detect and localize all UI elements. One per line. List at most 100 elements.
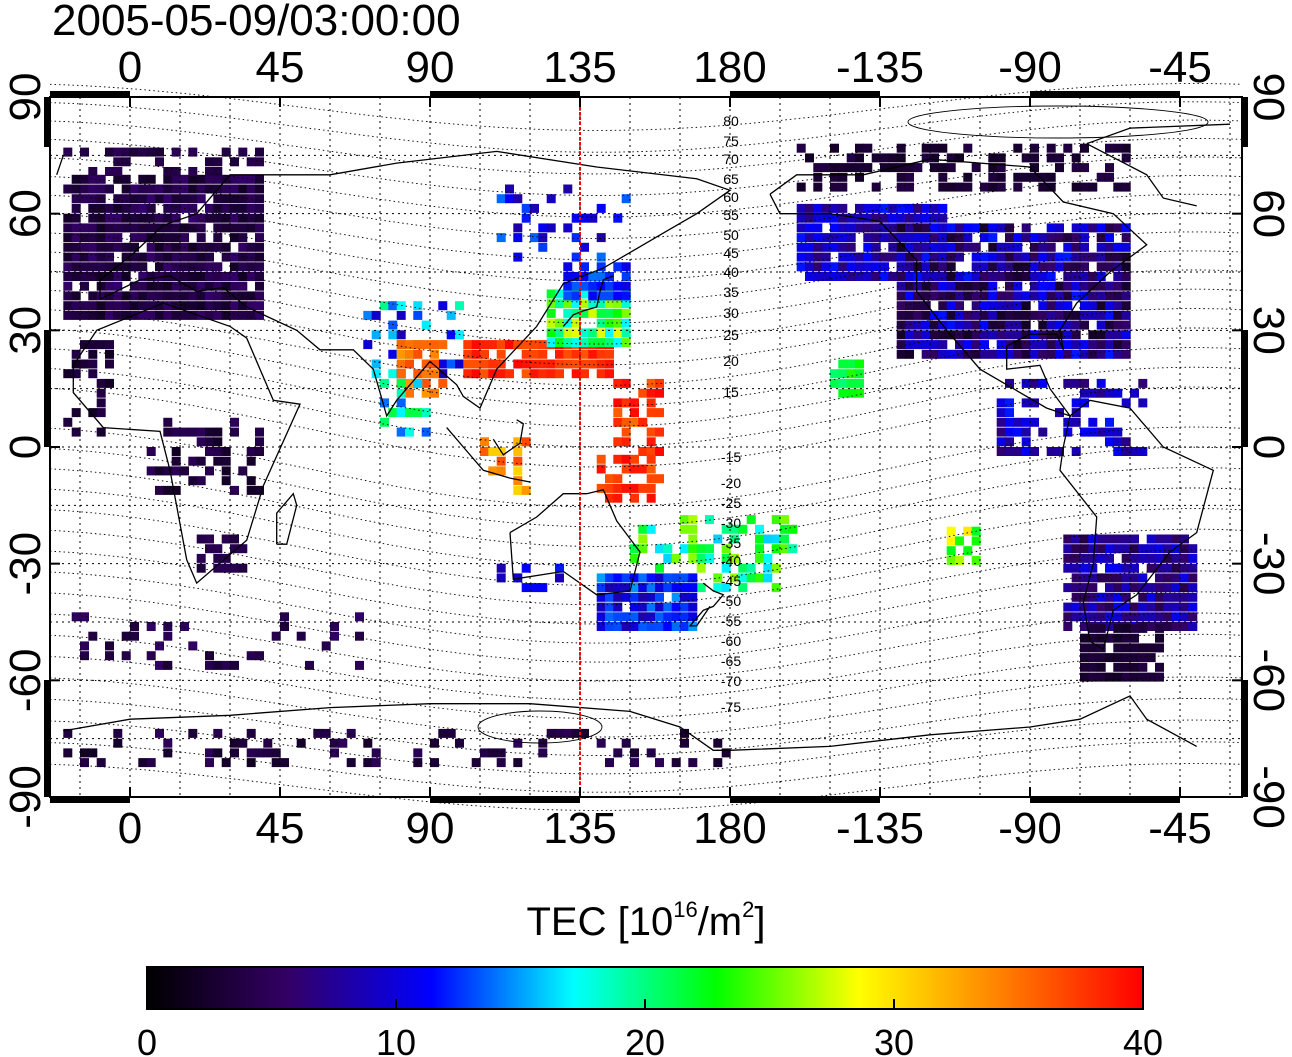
tec-sample bbox=[446, 359, 456, 369]
tec-sample bbox=[630, 544, 639, 554]
tec-sample bbox=[571, 338, 581, 348]
tec-sample bbox=[188, 223, 198, 233]
tec-sample bbox=[221, 758, 231, 768]
tec-sample bbox=[1130, 583, 1139, 593]
tec-sample bbox=[1063, 417, 1073, 427]
tec-sample bbox=[871, 213, 881, 223]
tec-sample bbox=[880, 223, 889, 233]
tec-sample bbox=[246, 252, 256, 262]
tec-sample bbox=[513, 194, 523, 204]
tec-sample bbox=[1071, 252, 1081, 262]
tec-sample bbox=[213, 157, 223, 167]
tec-sample bbox=[905, 172, 914, 182]
tec-sample bbox=[680, 515, 689, 525]
maglat-label: 20 bbox=[723, 353, 739, 369]
tec-sample bbox=[113, 233, 123, 243]
coastline bbox=[509, 489, 641, 596]
tec-sample bbox=[988, 182, 998, 192]
tec-sample bbox=[180, 622, 189, 631]
tec-sample bbox=[621, 583, 631, 593]
tec-sample bbox=[805, 213, 814, 223]
tec-sample bbox=[480, 349, 489, 359]
tec-sample bbox=[1088, 417, 1098, 427]
tec-sample bbox=[1121, 623, 1131, 633]
tec-sample bbox=[221, 291, 231, 301]
tec-sample bbox=[230, 262, 239, 272]
tec-sample bbox=[863, 223, 873, 233]
tec-sample bbox=[863, 213, 873, 223]
tec-sample bbox=[830, 233, 839, 243]
tec-sample bbox=[71, 349, 81, 359]
tec-sample bbox=[1096, 310, 1106, 320]
tec-sample bbox=[888, 223, 898, 233]
tec-sample bbox=[1005, 262, 1014, 272]
tec-sample bbox=[1096, 349, 1106, 359]
tec-sample bbox=[555, 338, 564, 348]
tec-sample bbox=[996, 252, 1006, 262]
tec-sample bbox=[80, 310, 89, 320]
tec-sample bbox=[838, 223, 848, 233]
tec-sample bbox=[1013, 262, 1023, 272]
tec-sample bbox=[163, 174, 173, 184]
tec-sample bbox=[1138, 643, 1148, 653]
tec-sample bbox=[80, 281, 89, 291]
tec-sample bbox=[838, 359, 848, 369]
tec-sample bbox=[255, 262, 264, 272]
tec-sample bbox=[530, 233, 539, 243]
tec-sample bbox=[921, 330, 931, 340]
tec-sample bbox=[513, 758, 523, 768]
tec-sample bbox=[513, 359, 523, 369]
tec-sample bbox=[930, 223, 939, 233]
tec-sample bbox=[180, 291, 189, 301]
tec-sample bbox=[196, 174, 206, 184]
top-lon-label: -90 bbox=[998, 43, 1062, 92]
tec-sample bbox=[413, 301, 423, 311]
tec-sample bbox=[546, 728, 556, 738]
tec-sample bbox=[1071, 544, 1081, 554]
tec-sample bbox=[1105, 437, 1114, 447]
tec-sample bbox=[821, 242, 831, 252]
maglat-contour bbox=[49, 741, 1243, 793]
tec-sample bbox=[230, 184, 239, 194]
tec-sample bbox=[346, 758, 356, 768]
tec-sample bbox=[255, 301, 264, 311]
tec-sample bbox=[705, 544, 714, 554]
tec-sample bbox=[638, 483, 648, 493]
tec-sample bbox=[1180, 553, 1189, 563]
tec-sample bbox=[130, 252, 139, 262]
tec-sample bbox=[688, 592, 698, 602]
tec-sample bbox=[1046, 262, 1056, 272]
tec-sample bbox=[246, 456, 256, 466]
tec-sample bbox=[796, 252, 806, 262]
tec-sample bbox=[930, 213, 939, 223]
tec-sample bbox=[913, 272, 923, 281]
tec-sample bbox=[88, 194, 98, 204]
tec-sample bbox=[721, 583, 731, 593]
tec-sample bbox=[971, 223, 981, 233]
tec-sample bbox=[796, 262, 806, 272]
tec-sample bbox=[796, 143, 806, 153]
tec-sample bbox=[980, 301, 989, 311]
tec-sample bbox=[1063, 544, 1073, 554]
tec-sample bbox=[113, 728, 123, 738]
tec-sample bbox=[663, 612, 673, 622]
tec-sample bbox=[863, 252, 873, 262]
tec-sample bbox=[605, 583, 614, 593]
tec-sample bbox=[588, 213, 598, 223]
tec-sample bbox=[1171, 553, 1181, 563]
tec-sample bbox=[96, 213, 106, 223]
tec-sample bbox=[663, 544, 673, 554]
tec-sample bbox=[1071, 534, 1081, 544]
tec-sample bbox=[946, 163, 956, 173]
tec-sample bbox=[113, 262, 123, 272]
tec-sample bbox=[930, 340, 939, 350]
tec-sample bbox=[1071, 281, 1081, 291]
tec-sample bbox=[188, 194, 198, 204]
tec-sample bbox=[246, 213, 256, 223]
tec-sample bbox=[980, 340, 989, 350]
coastline bbox=[492, 419, 525, 456]
tec-sample bbox=[96, 252, 106, 262]
tec-sample bbox=[205, 291, 214, 301]
tec-sample bbox=[213, 174, 223, 184]
tec-sample bbox=[655, 474, 664, 484]
